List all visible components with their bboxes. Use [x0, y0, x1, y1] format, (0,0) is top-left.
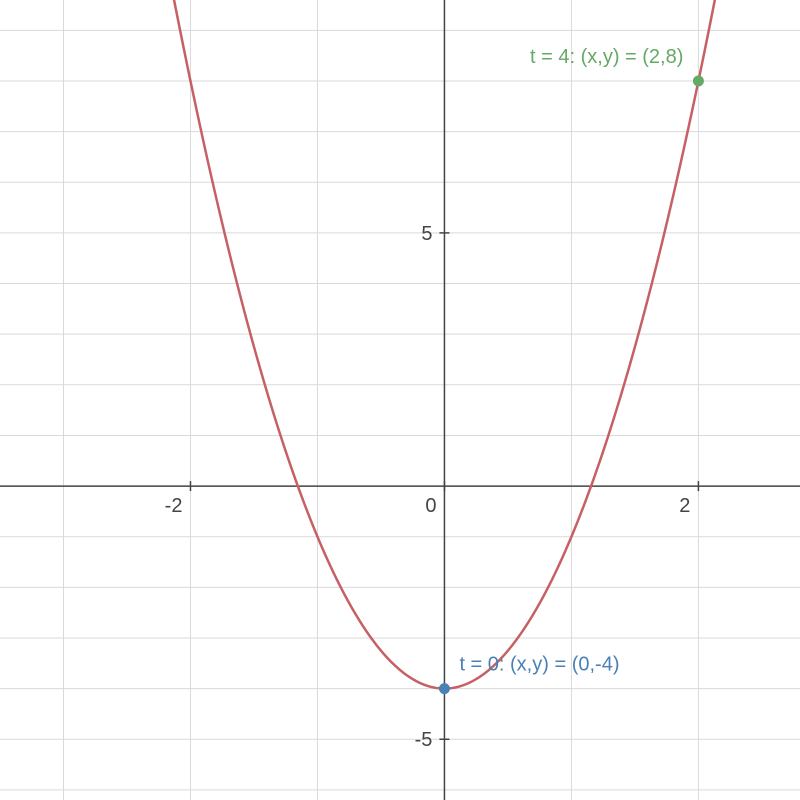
data-point	[693, 76, 704, 87]
data-point-label: t = 4: (x,y) = (2,8)	[530, 46, 683, 68]
x-tick-label: 0	[425, 495, 436, 517]
data-point	[439, 683, 450, 694]
x-tick-label: -2	[165, 495, 183, 517]
y-tick-label: 5	[421, 223, 432, 245]
y-tick-label: -5	[415, 729, 433, 751]
data-point-label: t = 0: (x,y) = (0,-4)	[459, 654, 619, 676]
x-tick-label: 2	[679, 495, 690, 517]
coordinate-plane-chart: -2 0 2 -5 5 t = 0: (x,y) = (0,-4) t = 4: (x,y)…	[0, 0, 800, 800]
chart-svg: -2 0 2 -5 5 t = 0: (x,y) = (0,-4) t = 4: (x,y)…	[0, 0, 800, 800]
